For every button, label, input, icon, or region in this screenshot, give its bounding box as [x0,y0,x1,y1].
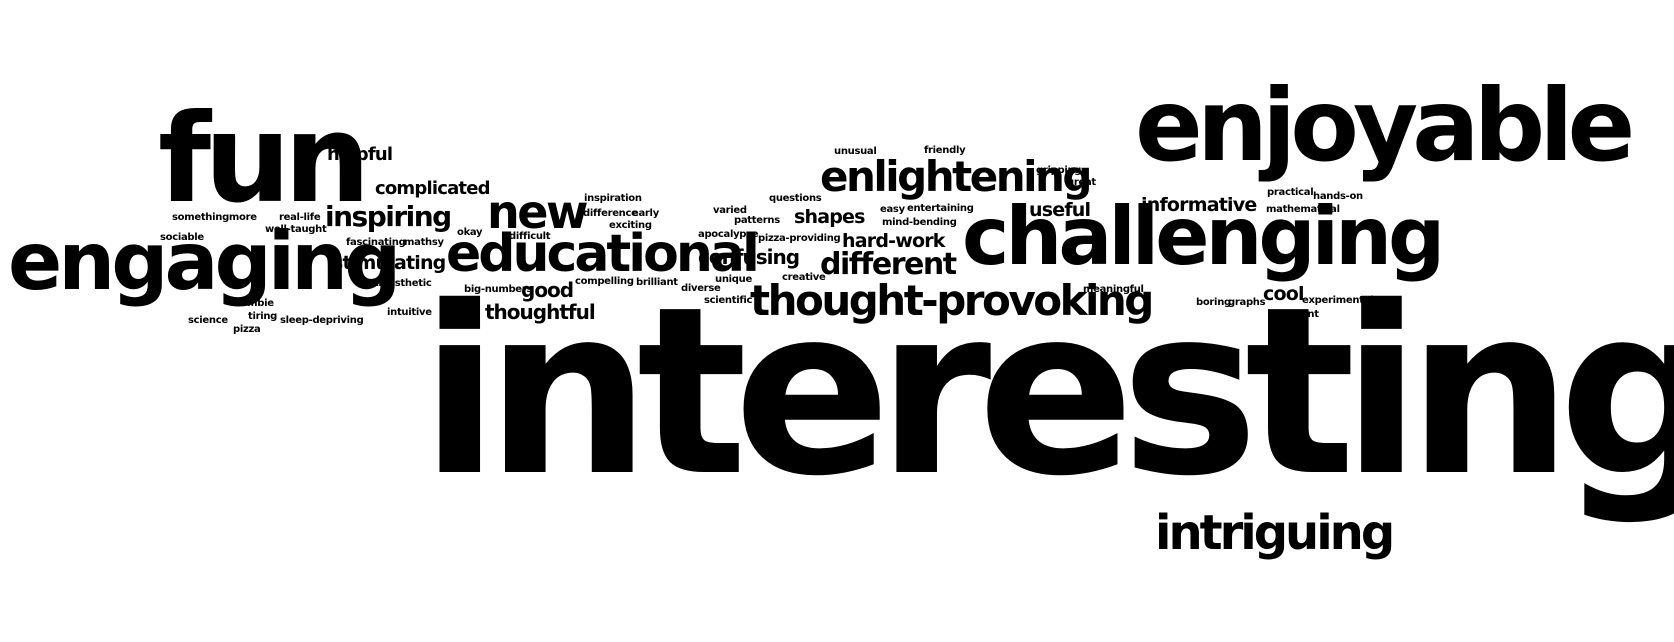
word-difference: difference [583,208,638,219]
word-questions: questions [769,193,822,204]
word-boring: boring [1196,297,1231,308]
word-challenging: challenging [962,190,1445,283]
word-shapes: shapes [794,206,865,228]
word-interesting: interesting [420,257,1674,527]
word-varied: varied [713,205,747,216]
word-meaningful: meaningful [1083,284,1144,295]
word-confusing: confusing [698,245,800,269]
word-well-taught: well-taught [265,224,327,235]
word-pizza: pizza [233,324,261,335]
word-big-numbers: big-numbers [464,284,533,295]
word-gripping: gripping [1036,165,1082,176]
word-hands-on: hands-on [1313,191,1363,202]
word-somethingmore: somethingmore [172,212,257,223]
word-science: science [188,315,228,326]
word-easy: easy [880,204,905,215]
word-engaging: engaging [8,215,401,308]
word-friendly: friendly [924,145,966,156]
word-zombie: zombie [235,298,274,309]
word-scientific: scientific [704,295,753,306]
word-fascinating: fascinating [346,237,406,248]
word-stimulating: stimulating [332,252,446,274]
word-graphs: graphs [1228,297,1266,308]
word-informative: informative [1141,194,1257,216]
word-real-life: real-life [279,212,321,223]
word-sleep-depriving: sleep-depriving [280,315,364,326]
word-good: good [521,278,574,302]
word-complicated: complicated [375,178,491,199]
word-sociable: sociable [160,232,204,243]
word-practical: practical [1267,187,1314,198]
word-early: early [632,208,659,219]
word-hard-work: hard-work [842,230,945,252]
word-compelling: compelling [575,276,634,287]
word-fun: fun [158,88,371,230]
word-relevant: relevant [1274,309,1319,320]
word-kinesthetic: kinesthetic [372,278,432,289]
word-okay: okay [457,227,483,238]
word-pizza-providing: pizza-providing [758,233,841,244]
word-new: new [487,185,588,239]
word-inspiring: inspiring [325,200,452,233]
word-unique: unique [715,274,752,285]
word-exciting: exciting [609,220,652,231]
word-tiring: tiring [248,311,278,322]
word-creative: creative [782,272,826,283]
word-entertaining: entertaining [907,203,974,214]
word-mathsy: mathsy [404,237,444,248]
word-mind-bending: mind-bending [882,217,957,228]
word-helpful: helpful [327,144,393,165]
word-experimental: experimental [1302,295,1374,306]
word-patterns: patterns [734,215,780,226]
word-mathematical: mathematical [1266,204,1340,215]
word-enjoyable: enjoyable [1135,67,1635,184]
word-thoughtful: thoughtful [485,300,596,324]
word-intriguing: intriguing [1155,505,1395,561]
word-inspiration: inspiration [584,193,642,204]
word-useful: useful [1029,199,1091,221]
word-enlightening: enlightening [820,152,1092,201]
word-brilliant: brilliant [636,277,678,288]
word-great: great [1067,177,1096,188]
word-difficult: difficult [509,231,551,242]
word-different: different [820,247,957,282]
word-thought-provoking: thought-provoking [750,276,1154,325]
word-diverse: diverse [681,283,721,294]
word-cool: cool [1263,283,1304,305]
word-unusual: unusual [834,146,877,157]
word-educational: educational [446,224,760,284]
word-intuitive: intuitive [387,307,432,318]
word-apocalypse: apocalypse [698,229,759,240]
